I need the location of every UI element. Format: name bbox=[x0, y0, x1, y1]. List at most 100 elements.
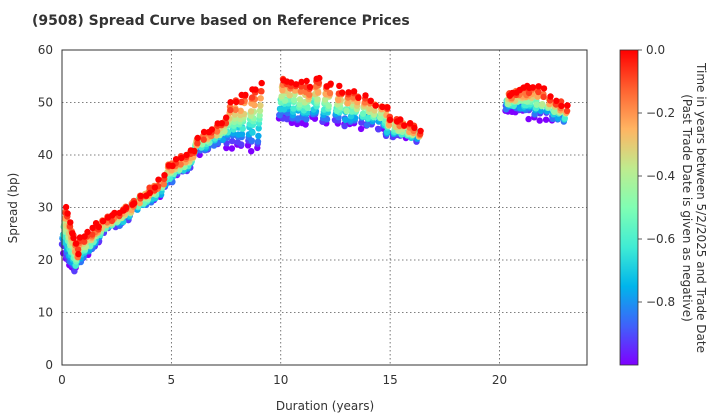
scatter-point bbox=[239, 125, 246, 132]
scatter-point bbox=[553, 97, 560, 105]
colorbar-label-line2: (Past Trade Date is given as negative) bbox=[680, 94, 694, 322]
scatter-point bbox=[70, 234, 77, 242]
scatter-point bbox=[146, 184, 153, 191]
scatter-point bbox=[194, 134, 201, 142]
y-tick-label: 40 bbox=[38, 148, 53, 162]
scatter-point bbox=[335, 97, 342, 104]
scatter-point bbox=[290, 96, 298, 104]
y-tick-label: 60 bbox=[38, 43, 53, 57]
scatter-point bbox=[257, 95, 264, 102]
scatter-point bbox=[95, 223, 103, 231]
scatter-point bbox=[386, 116, 394, 124]
scatter-point bbox=[279, 87, 286, 94]
scatter-point bbox=[200, 128, 208, 136]
scatter-point bbox=[111, 209, 118, 217]
colorbar-label-line1: Time in years between 5/2/2025 and Trade… bbox=[694, 62, 708, 353]
scatter-point bbox=[534, 93, 541, 100]
scatter-point bbox=[286, 92, 293, 99]
scatter-point bbox=[223, 114, 230, 121]
y-tick-label: 20 bbox=[38, 253, 53, 267]
scatter-point bbox=[325, 102, 332, 109]
scatter-point bbox=[251, 102, 258, 109]
scatter-point bbox=[256, 112, 263, 119]
scatter-point bbox=[229, 137, 236, 145]
scatter-point bbox=[74, 246, 82, 253]
scatter-point bbox=[547, 93, 554, 100]
scatter-point bbox=[350, 88, 358, 95]
scatter-point bbox=[540, 93, 547, 101]
colorbar-gradient bbox=[619, 49, 639, 366]
y-axis-label: Spread (bp) bbox=[6, 173, 20, 244]
scatter-point bbox=[191, 147, 198, 155]
scatter-point bbox=[385, 121, 393, 129]
scatter-point bbox=[372, 102, 379, 109]
scatter-point bbox=[67, 219, 74, 226]
x-tick-label: 0 bbox=[58, 373, 66, 387]
scatter-point bbox=[401, 122, 408, 129]
scatter-point bbox=[257, 102, 264, 109]
chart-title: (9508) Spread Curve based on Reference P… bbox=[32, 13, 410, 29]
scatter-point bbox=[258, 88, 265, 95]
scatter-point bbox=[554, 115, 562, 122]
scatter-point bbox=[364, 114, 372, 122]
y-tick-label: 30 bbox=[38, 201, 53, 215]
scatter-point bbox=[183, 151, 190, 159]
scatter-point bbox=[563, 107, 571, 115]
scatter-point bbox=[326, 89, 334, 97]
scatter-point bbox=[358, 119, 365, 126]
scatter-point bbox=[315, 89, 322, 96]
scatter-point bbox=[539, 101, 546, 108]
scatter-point bbox=[238, 98, 245, 106]
scatter-point bbox=[218, 120, 225, 127]
scatter-point bbox=[304, 104, 311, 112]
scatter-point bbox=[227, 99, 234, 106]
scatter-point bbox=[178, 154, 185, 162]
scatter-point bbox=[359, 110, 367, 117]
scatter-point bbox=[247, 108, 255, 115]
scatter-point bbox=[233, 98, 240, 106]
scatter-point bbox=[256, 107, 264, 114]
scatter-point bbox=[558, 102, 565, 110]
scatter-point bbox=[137, 192, 144, 200]
scatter-point bbox=[303, 77, 310, 85]
scatter-point bbox=[281, 97, 289, 104]
scatter-point bbox=[89, 231, 96, 238]
scatter-point bbox=[306, 83, 314, 91]
scatter-point bbox=[232, 106, 239, 114]
scatter-point bbox=[323, 116, 331, 123]
scatter-point bbox=[297, 87, 305, 95]
colorbar-tick-label: −0.8 bbox=[646, 295, 675, 309]
y-tick-label: 10 bbox=[38, 306, 53, 320]
scatter-point bbox=[249, 129, 256, 136]
scatter-point bbox=[542, 116, 550, 123]
scatter-point bbox=[292, 81, 300, 88]
scatter-point bbox=[525, 115, 532, 123]
scatter-point bbox=[343, 107, 350, 115]
scatter-point bbox=[342, 116, 349, 124]
scatter-point bbox=[81, 238, 88, 245]
scatter-point bbox=[238, 141, 245, 148]
scatter-point bbox=[258, 79, 265, 87]
scatter-point bbox=[238, 130, 246, 138]
colorbar-tick-label: −0.2 bbox=[646, 106, 675, 120]
x-tick-label: 10 bbox=[273, 373, 288, 387]
scatter-point bbox=[345, 89, 352, 96]
scatter-point bbox=[89, 224, 96, 232]
scatter-point bbox=[339, 89, 346, 96]
scatter-point bbox=[136, 199, 143, 207]
colorbar-tick-label: 0.0 bbox=[646, 43, 665, 57]
scatter-point bbox=[75, 250, 82, 258]
scatter-point bbox=[306, 91, 313, 98]
scatter-point bbox=[384, 104, 391, 111]
scatter-point bbox=[151, 184, 159, 191]
scatter-point bbox=[123, 204, 130, 211]
scatter-point bbox=[62, 203, 70, 211]
scatter-point bbox=[155, 176, 162, 183]
scatter-point bbox=[536, 117, 543, 124]
scatter-point bbox=[248, 137, 255, 144]
scatter-point bbox=[529, 84, 537, 91]
scatter-point bbox=[294, 115, 302, 122]
scatter-point bbox=[535, 88, 542, 96]
y-tick-label: 0 bbox=[45, 358, 53, 372]
scatter-point bbox=[227, 106, 234, 114]
